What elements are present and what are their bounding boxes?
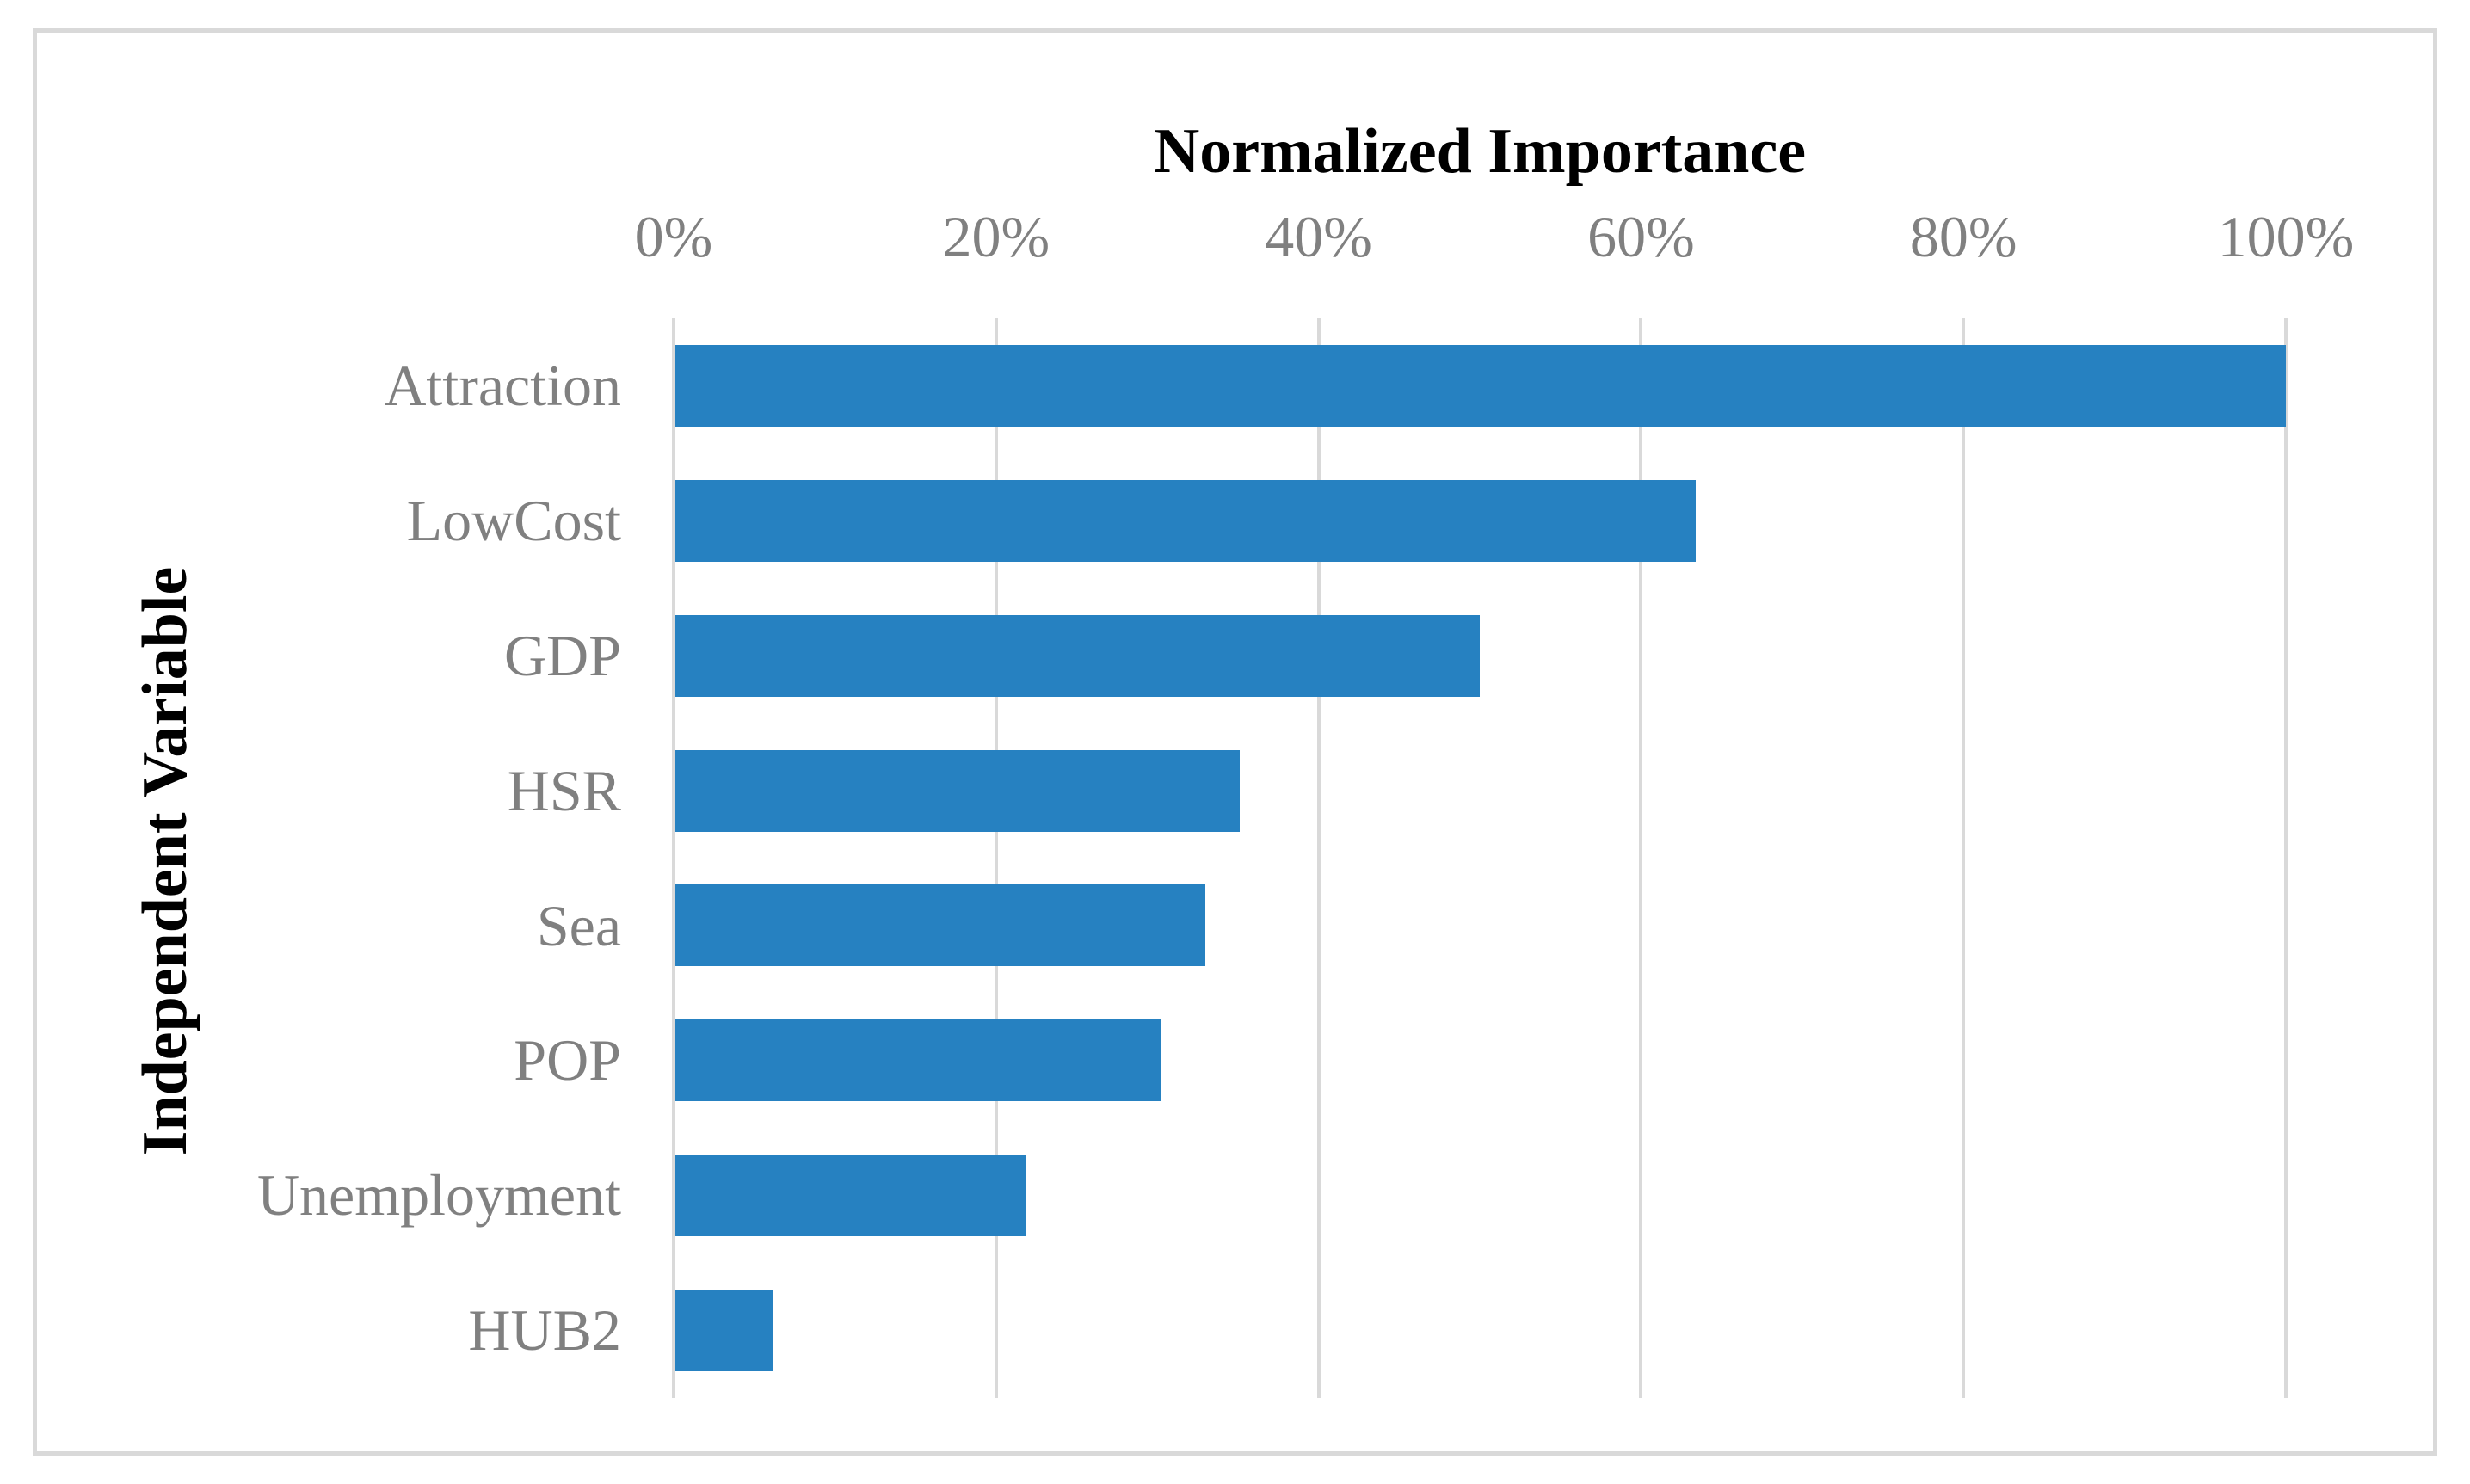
figure-border xyxy=(33,28,2437,1456)
category-label-pop: POP xyxy=(514,1027,621,1093)
category-label-unemployment: Unemployment xyxy=(256,1162,621,1228)
category-label-sea: Sea xyxy=(536,892,621,958)
category-label-hsr: HSR xyxy=(507,757,621,823)
bar-hub2 xyxy=(675,1290,774,1372)
gridline xyxy=(1962,318,1966,1398)
bar-attraction xyxy=(675,344,2286,427)
gridline xyxy=(672,318,675,1398)
x-tick-label: 20% xyxy=(942,204,1050,269)
x-tick-label: 80% xyxy=(1909,204,2017,269)
bar-lowcost xyxy=(675,479,1697,562)
x-tick-label: 60% xyxy=(1587,204,1695,269)
gridline xyxy=(2284,318,2288,1398)
bar-hsr xyxy=(675,749,1240,832)
x-tick-label: 100% xyxy=(2217,204,2355,269)
gridline xyxy=(1639,318,1643,1398)
plot-area xyxy=(672,318,2288,1398)
category-label-lowcost: LowCost xyxy=(406,487,621,553)
bar-gdp xyxy=(675,614,1480,697)
x-tick-label: 40% xyxy=(1265,204,1372,269)
chart-title: Normalized Importance xyxy=(1153,116,1807,187)
bar-unemployment xyxy=(675,1155,1027,1237)
category-label-hub2: HUB2 xyxy=(468,1297,621,1364)
category-label-gdp: GDP xyxy=(503,622,621,688)
category-label-attraction: Attraction xyxy=(384,353,621,418)
x-tick-label: 0% xyxy=(634,204,713,269)
gridline xyxy=(1316,318,1321,1398)
bar-sea xyxy=(675,884,1206,967)
bar-pop xyxy=(675,1019,1161,1102)
gridline xyxy=(994,318,998,1398)
